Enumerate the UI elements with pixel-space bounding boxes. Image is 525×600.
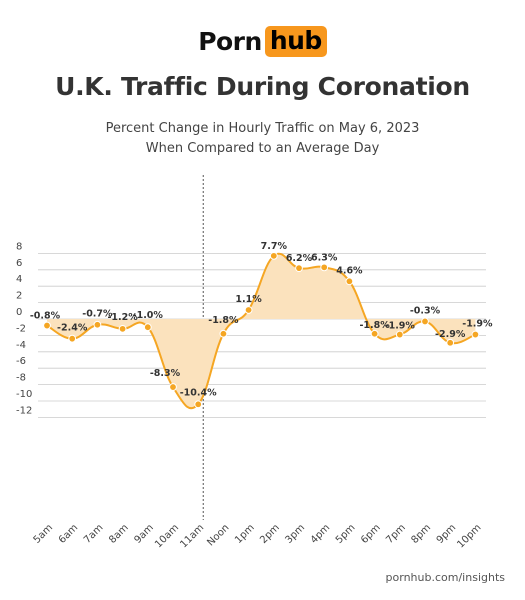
data-label: 4.6% bbox=[336, 265, 363, 276]
chart-subtitle-line1: Percent Change in Hourly Traffic on May … bbox=[105, 121, 420, 136]
data-label: -8.3% bbox=[150, 368, 181, 379]
data-label: -1.9% bbox=[385, 321, 416, 332]
x-tick-label: 10pm bbox=[455, 522, 483, 550]
y-tick-label: 6 bbox=[16, 258, 22, 269]
data-label: -2.9% bbox=[435, 329, 466, 340]
x-tick-label: 1pm bbox=[233, 522, 257, 546]
data-label: -1.2% bbox=[107, 312, 138, 323]
data-point bbox=[43, 321, 51, 330]
data-point bbox=[421, 317, 429, 326]
data-point bbox=[93, 320, 102, 329]
data-point bbox=[219, 329, 228, 338]
x-tick-label: 8pm bbox=[409, 522, 433, 546]
data-label: 1.1% bbox=[235, 294, 262, 305]
x-tick-label: 2pm bbox=[258, 522, 282, 546]
y-tick-label: -2 bbox=[16, 323, 26, 334]
x-tick-label: Noon bbox=[205, 522, 231, 548]
area-fill bbox=[47, 253, 476, 409]
y-tick-label: -4 bbox=[16, 340, 26, 351]
logo-badge: hub bbox=[264, 26, 327, 57]
data-point bbox=[68, 334, 77, 343]
logo-text: Porn bbox=[198, 27, 262, 56]
data-label: -1.8% bbox=[359, 320, 390, 331]
y-tick-label: 2 bbox=[16, 291, 22, 302]
data-label: -1.9% bbox=[462, 319, 493, 330]
data-point bbox=[269, 251, 278, 260]
data-point bbox=[370, 329, 379, 338]
data-point bbox=[395, 330, 404, 339]
data-label: -2.4% bbox=[57, 323, 88, 334]
x-tick-label: 3pm bbox=[283, 522, 307, 546]
y-tick-label: -10 bbox=[16, 389, 32, 400]
chart-title: U.K. Traffic During Coronation bbox=[55, 72, 470, 101]
brand-logo: Porn hub bbox=[0, 26, 525, 57]
x-tick-label: 7pm bbox=[384, 522, 408, 546]
x-tick-label: 5pm bbox=[334, 522, 358, 546]
data-label: -10.4% bbox=[180, 387, 217, 398]
data-label: -0.8% bbox=[30, 311, 61, 322]
data-point bbox=[345, 277, 354, 286]
x-tick-label: 6pm bbox=[359, 522, 383, 546]
x-tick-label: 8am bbox=[107, 522, 131, 546]
data-label: 6.2% bbox=[286, 253, 313, 264]
x-tick-label: 6am bbox=[57, 522, 81, 546]
data-point bbox=[244, 306, 253, 314]
x-tick-label: 7am bbox=[82, 522, 106, 546]
data-label: -0.7% bbox=[82, 309, 113, 320]
y-tick-label: -6 bbox=[16, 356, 26, 367]
data-label: -1.0% bbox=[133, 310, 164, 321]
y-tick-label: -8 bbox=[16, 373, 26, 384]
y-tick-label: 4 bbox=[16, 274, 22, 285]
data-point bbox=[169, 383, 177, 391]
data-label: 6.3% bbox=[311, 252, 338, 263]
source-footer: pornhub.com/insights bbox=[385, 571, 505, 584]
data-point bbox=[118, 324, 127, 333]
x-tick-label: 5am bbox=[32, 522, 56, 546]
y-tick-label: -12 bbox=[16, 405, 32, 416]
x-tick-label: 10am bbox=[153, 522, 181, 550]
data-label: -0.3% bbox=[410, 305, 441, 316]
data-point bbox=[320, 263, 329, 272]
y-tick-label: 0 bbox=[16, 307, 22, 318]
data-point bbox=[471, 330, 480, 339]
data-point bbox=[194, 400, 203, 409]
data-point bbox=[143, 323, 152, 332]
chart-subtitle-line2: When Compared to an Average Day bbox=[145, 141, 380, 156]
x-tick-label: 11am bbox=[178, 522, 206, 550]
data-point bbox=[295, 264, 303, 273]
data-label: -1.8% bbox=[208, 315, 239, 326]
data-label: 7.7% bbox=[261, 241, 288, 252]
y-tick-label: 8 bbox=[16, 241, 22, 252]
x-tick-label: 4pm bbox=[309, 522, 333, 546]
data-point bbox=[446, 338, 455, 347]
